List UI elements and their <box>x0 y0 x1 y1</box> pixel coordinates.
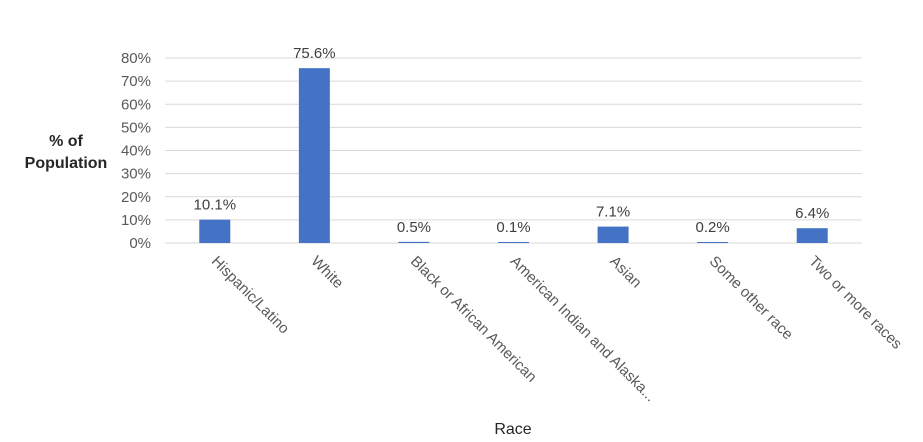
y-tick-label: 40% <box>121 143 151 160</box>
y-tick-label: 20% <box>121 189 151 206</box>
data-label: 7.1% <box>596 204 630 221</box>
data-label: 75.6% <box>293 45 336 62</box>
x-tick-label: Some other race <box>706 253 796 343</box>
bar <box>298 68 330 243</box>
data-label: 0.2% <box>696 219 730 236</box>
bar <box>796 228 828 243</box>
bar <box>597 226 629 243</box>
x-axis-title: Race <box>494 421 531 438</box>
x-axis-ticks: Hispanic/Latino White Black or African Ame… <box>208 253 905 405</box>
x-tick-label: Two or more races <box>805 253 905 353</box>
y-tick-label: 60% <box>121 96 151 113</box>
bar <box>498 242 529 243</box>
x-tick-label: White <box>308 253 347 292</box>
data-labels: 10.1% 75.6% 0.5% 0.1% 7.1% 0.2% 6.4% <box>194 45 830 236</box>
x-tick-label: Hispanic/Latino <box>208 253 293 338</box>
y-axis-ticks: 0% 10% 20% 30% 40% 50% 60% 70% 80% <box>121 50 151 252</box>
x-tick-label: Asian <box>606 253 645 292</box>
y-tick-label: 30% <box>121 166 151 183</box>
data-label: 6.4% <box>795 205 829 222</box>
y-tick-label: 10% <box>121 212 151 229</box>
data-label: 10.1% <box>194 197 237 214</box>
y-axis-title-line-1: % of <box>49 133 83 150</box>
bar <box>398 241 430 243</box>
y-tick-label: 0% <box>129 235 151 252</box>
gridlines <box>165 57 862 244</box>
y-tick-label: 70% <box>121 73 151 90</box>
y-tick-label: 80% <box>121 50 151 67</box>
y-axis-title-line-2: Population <box>25 155 108 172</box>
bar <box>199 219 231 243</box>
data-label: 0.1% <box>496 219 530 236</box>
bar <box>697 242 729 243</box>
y-tick-label: 50% <box>121 119 151 136</box>
bars <box>199 68 828 243</box>
data-label: 0.5% <box>397 219 431 236</box>
